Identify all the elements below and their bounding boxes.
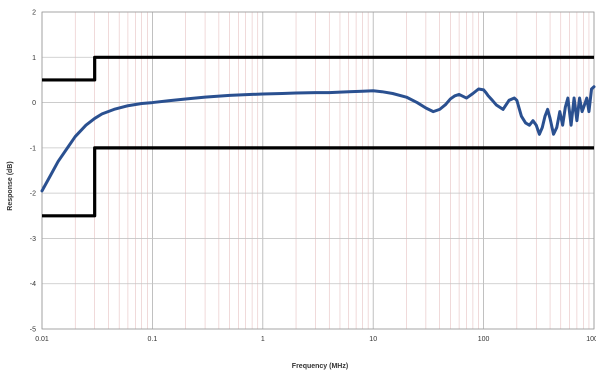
x-tick-label: 1000 — [586, 336, 596, 343]
x-tick-label: 0.1 — [148, 336, 158, 343]
y-tick-label: -1 — [30, 145, 36, 152]
upper-limit-line — [42, 55, 594, 82]
y-tick-label: -4 — [30, 281, 36, 288]
lower-limit-line — [42, 146, 594, 218]
response-series-line — [40, 85, 596, 193]
minor-grid — [74, 12, 590, 329]
y-tick-label: 0 — [32, 100, 36, 107]
series-layer — [40, 55, 596, 218]
y-tick-label: -3 — [30, 236, 36, 243]
y-tick-label: -2 — [30, 191, 36, 198]
y-tick-label: -5 — [30, 327, 36, 334]
plot-frame — [41, 11, 595, 330]
x-tick-label: 0.01 — [35, 336, 49, 343]
x-tick-labels: 0.01 0.1 1 10 100 1000 — [35, 336, 596, 343]
y-tick-label: 1 — [32, 55, 36, 62]
y-tick-labels: 2 1 0 -1 -2 -3 -4 -5 — [30, 10, 36, 334]
x-tick-label: 10 — [369, 336, 377, 343]
x-axis-title: Frequency (MHz) — [292, 363, 348, 370]
y-tick-label: 2 — [32, 10, 36, 17]
y-axis-title: Response (dB) — [7, 161, 14, 210]
x-tick-label: 1 — [261, 336, 265, 343]
x-tick-label: 100 — [478, 336, 490, 343]
